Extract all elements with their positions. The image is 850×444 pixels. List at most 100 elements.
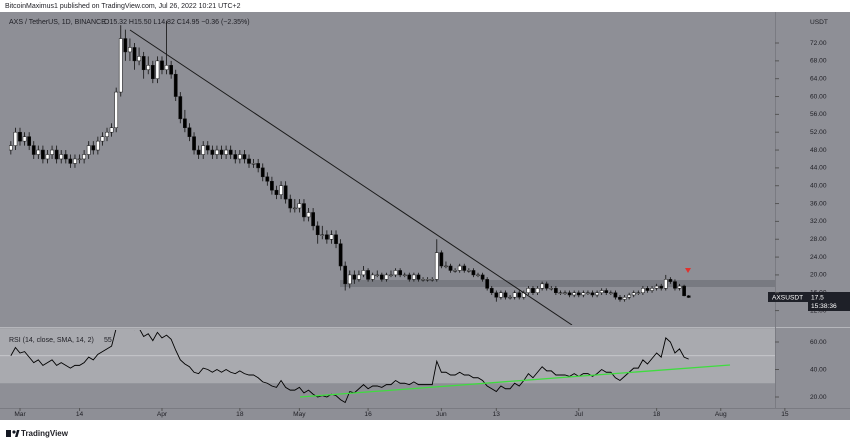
candle-body	[164, 65, 169, 71]
rsi-value: 55	[104, 337, 112, 344]
candle-body	[375, 274, 380, 276]
candle-body	[622, 296, 627, 300]
candle-body	[338, 243, 343, 267]
candle-body	[260, 167, 265, 178]
candle-body	[196, 149, 201, 155]
candle-body	[599, 290, 604, 294]
candle-body	[292, 207, 297, 210]
candle-body	[576, 292, 581, 296]
candle-body	[59, 154, 64, 160]
candle-body	[27, 136, 32, 146]
candle-body	[123, 38, 128, 53]
y-tick-label: 72.00	[810, 40, 827, 47]
candle-body	[114, 91, 119, 128]
candle-body	[183, 118, 187, 128]
candle-body	[663, 279, 668, 289]
candle-body	[63, 154, 68, 160]
candle-body	[526, 288, 531, 294]
x-tick-label: 15	[781, 411, 789, 418]
candle-body	[68, 158, 73, 164]
candle-body	[654, 285, 659, 289]
candle-body	[379, 274, 384, 280]
candle-body	[370, 274, 375, 280]
candle-body	[476, 274, 480, 276]
candle-body	[393, 270, 398, 276]
price-tag-bg	[808, 292, 850, 311]
candle-body	[100, 136, 105, 142]
candle-body	[91, 145, 96, 151]
candle-body	[512, 292, 517, 298]
x-tick-label: Aug	[715, 411, 727, 418]
candle-body	[540, 283, 544, 289]
candle-body	[45, 154, 50, 160]
candle-body	[572, 292, 577, 296]
candle-body	[448, 265, 453, 271]
x-tick-label: Jul	[575, 411, 584, 418]
x-tick-label: 14	[76, 411, 84, 418]
candle-body	[343, 265, 348, 285]
candle-body	[270, 181, 274, 191]
candle-body	[228, 149, 233, 155]
candle-body	[485, 279, 490, 289]
x-tick-label: Jun	[436, 411, 447, 418]
candle-body	[320, 234, 325, 236]
candle-body	[503, 292, 508, 298]
footer-logo	[6, 430, 20, 437]
candle-body	[641, 288, 645, 294]
candle-body	[384, 274, 389, 280]
y-tick-label: 48.00	[810, 147, 827, 154]
y-tick-label: 36.00	[810, 200, 827, 207]
candle-body	[544, 283, 549, 289]
candle-body	[192, 136, 196, 151]
candle-body	[150, 65, 155, 79]
candle-body	[517, 292, 522, 298]
candle-body	[128, 47, 132, 53]
last-price: 17.5	[811, 294, 824, 301]
candle-body	[315, 225, 320, 236]
candle-body	[155, 60, 160, 79]
candle-body	[613, 292, 618, 298]
y-unit: USDT	[810, 19, 828, 26]
candle-body	[13, 131, 18, 146]
candle-body	[237, 154, 242, 160]
candle-body	[659, 285, 664, 289]
candle-body	[311, 212, 315, 227]
candle-body	[425, 279, 430, 281]
candle-body	[297, 203, 302, 209]
candle-body	[595, 292, 599, 296]
y-tick-label: 16.00	[810, 290, 827, 297]
candle-body	[508, 296, 512, 299]
candle-body	[686, 295, 691, 298]
candle-body	[608, 292, 613, 294]
candle-body	[398, 270, 402, 276]
candle-body	[457, 265, 462, 271]
footer-brand: TradingView	[21, 429, 69, 438]
countdown: 15:38:36	[811, 303, 837, 310]
candle-body	[215, 149, 219, 155]
candle-body	[233, 154, 238, 160]
candle-body	[77, 158, 82, 161]
candle-body	[105, 131, 109, 137]
candle-body	[668, 279, 673, 282]
x-tick-label: May	[293, 411, 306, 418]
candle-body	[439, 252, 444, 267]
x-tick-label: Apr	[157, 411, 168, 418]
candle-body	[8, 145, 13, 151]
candle-body	[251, 163, 256, 165]
candle-body	[444, 265, 448, 268]
attribution: BitcoinMaximus1 published on TradingView…	[5, 3, 241, 10]
candle-body	[407, 274, 412, 280]
candle-body	[334, 234, 338, 244]
candle-body	[173, 73, 178, 97]
candle-body	[96, 140, 100, 151]
candle-body	[160, 60, 164, 71]
candle-body	[178, 96, 183, 120]
chart-title: AXS / TetherUS, 1D, BINANCE	[9, 19, 106, 26]
candle-body	[329, 234, 334, 240]
candle-body	[50, 149, 54, 155]
candle-body	[402, 274, 407, 276]
y-tick-label: 40.00	[810, 182, 827, 189]
candle-body	[18, 131, 22, 142]
candle-body	[586, 292, 590, 294]
candle-body	[54, 149, 59, 160]
